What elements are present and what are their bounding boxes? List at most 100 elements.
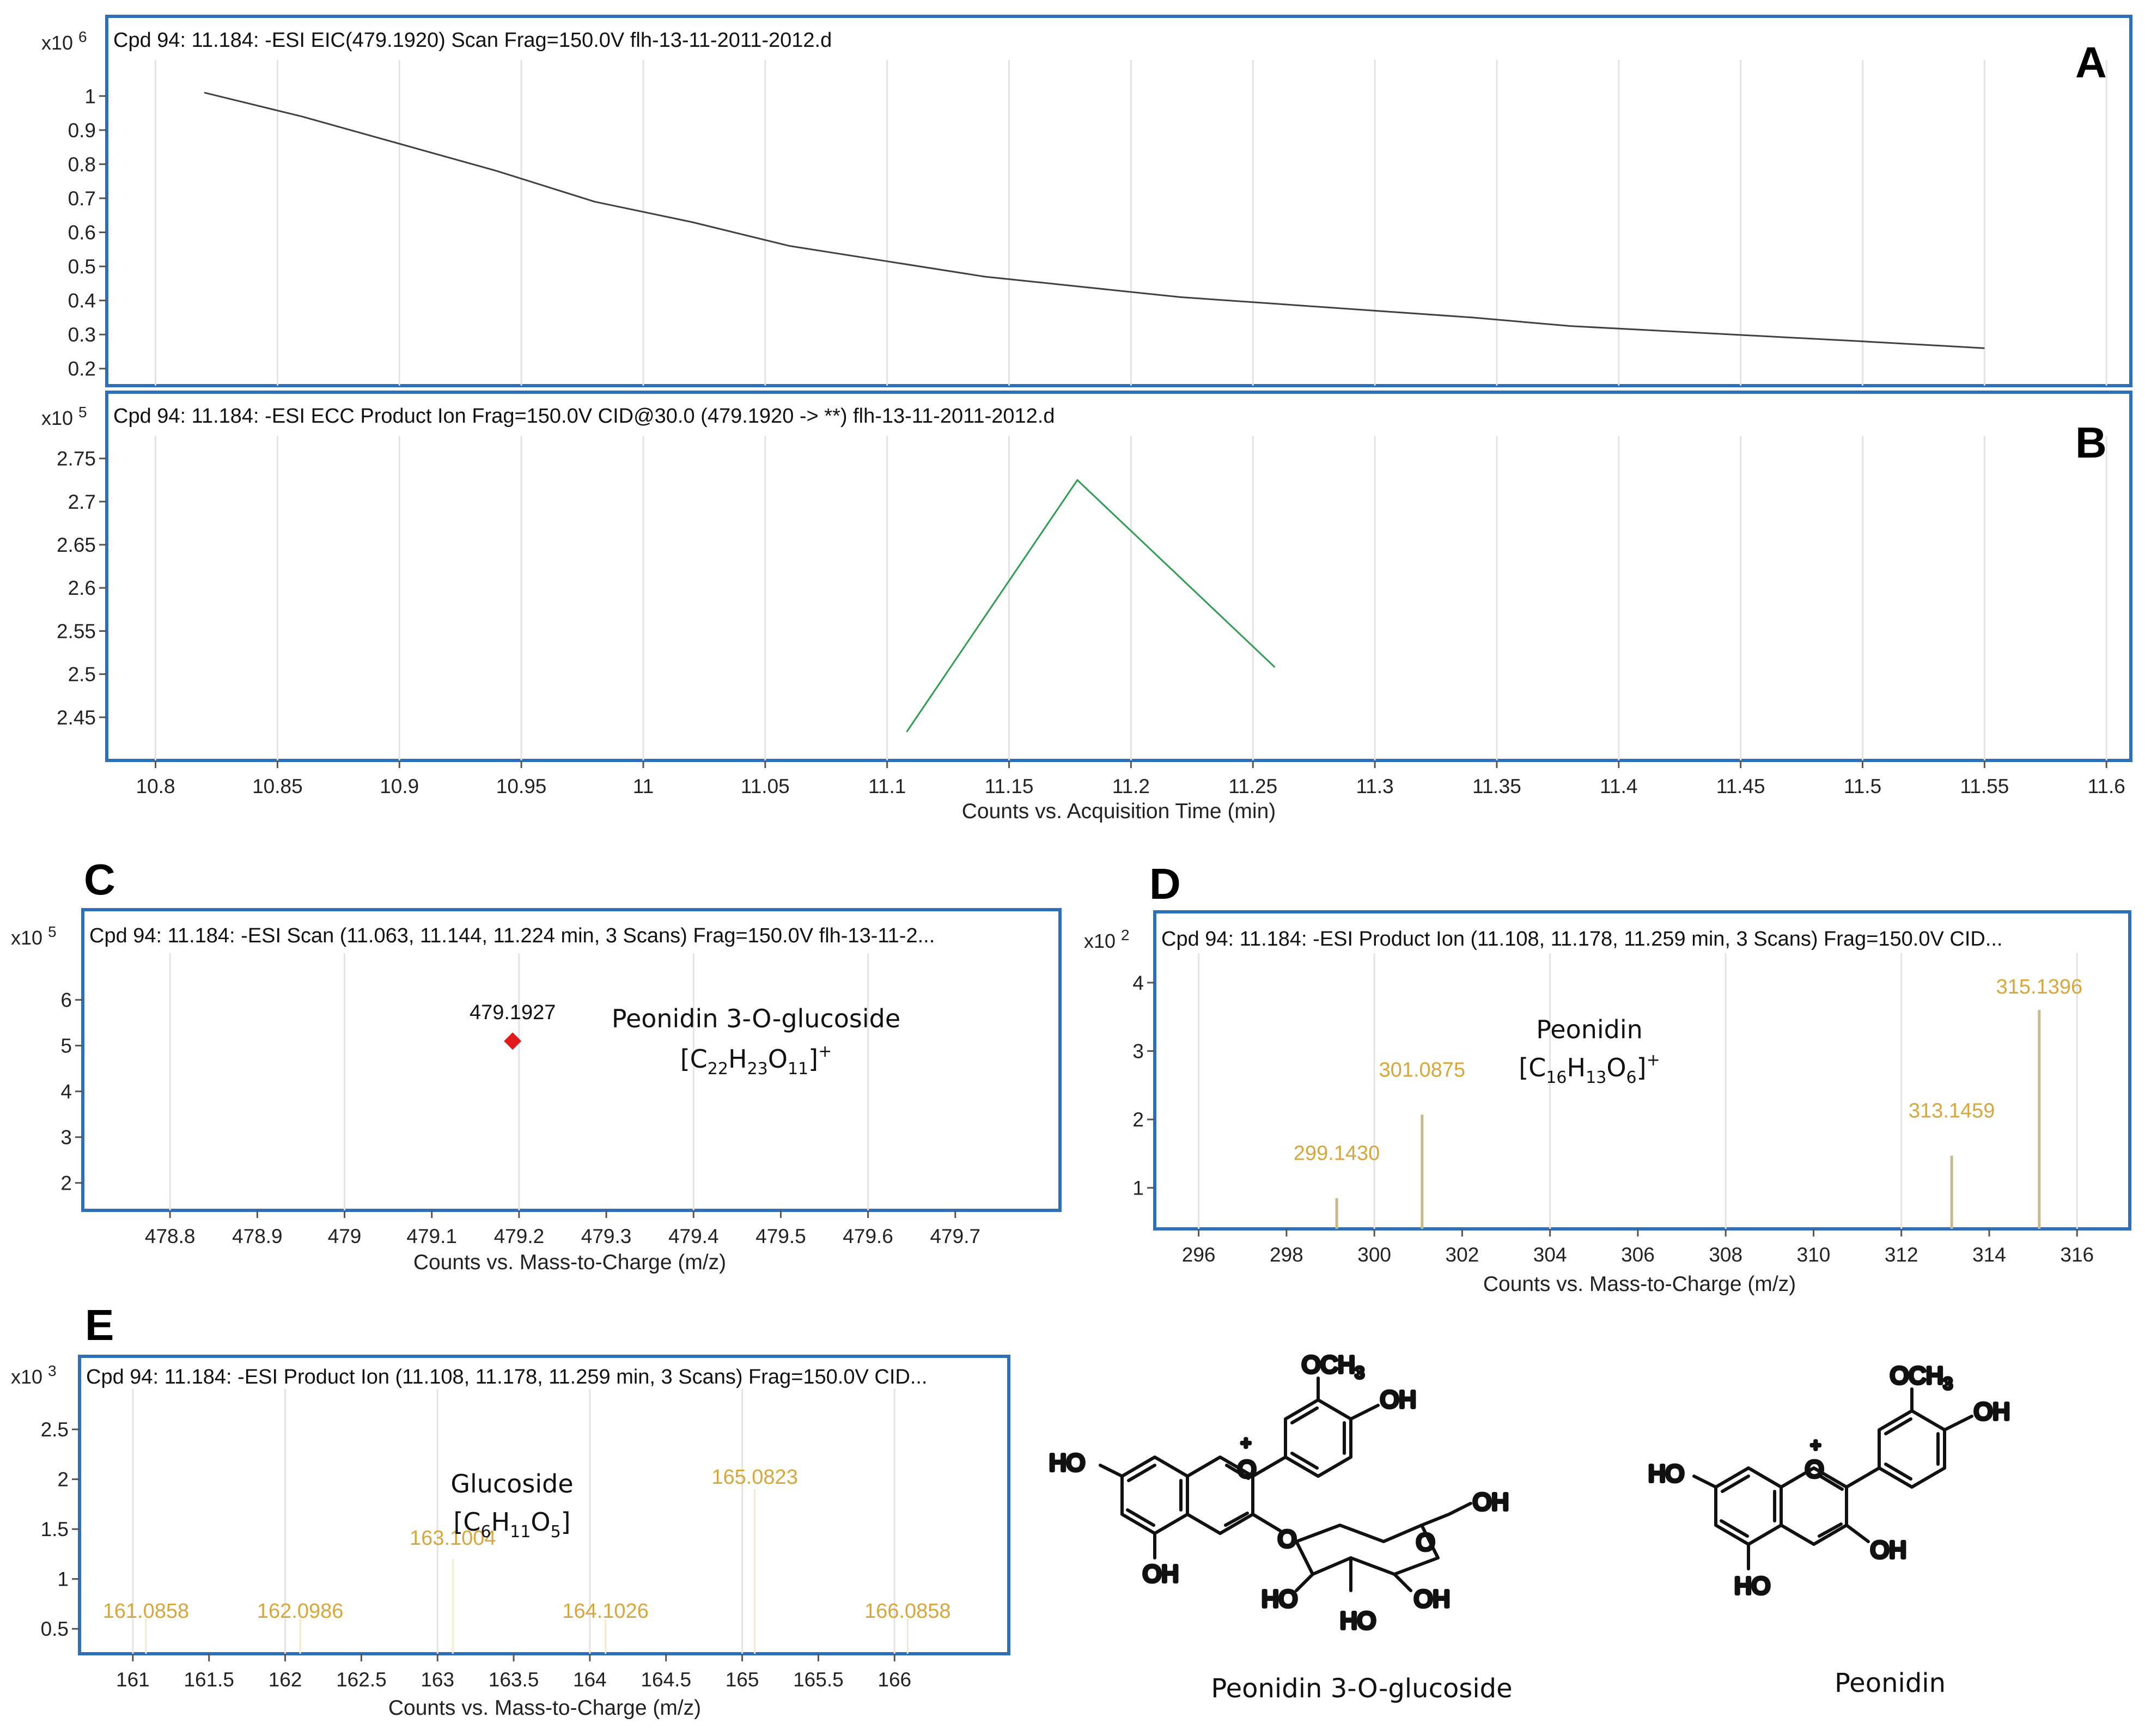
glucoside-structure-name: Peonidin 3-O-glucoside: [1211, 1673, 1512, 1704]
peonidin-o-plus: O: [1805, 1456, 1824, 1483]
panel-d-formula: [C16H13O6]+: [1519, 1051, 1660, 1087]
panel-d-y-tick-label: 1: [1132, 1177, 1144, 1199]
peonidin-ring-c-double-bonds: [1818, 1475, 1844, 1538]
panel-e-x-tick-label: 166: [877, 1668, 911, 1691]
panel-a-y-tick-label: 1: [84, 85, 96, 107]
panel-b-x-tick-label: 10.85: [252, 775, 303, 797]
panel-b-x-tick-label: 11.15: [985, 775, 1034, 797]
glucoside-sugar-bonds: [1295, 1502, 1472, 1592]
panel-b-x-tick-label: 11.55: [1960, 775, 2009, 797]
panel-b-frame: [105, 391, 2132, 762]
panel-b-x-tick-label: 11.6: [2088, 775, 2125, 797]
peonidin-oh-label: OH: [1974, 1398, 2010, 1425]
panel-d-x-tick-label: 308: [1709, 1244, 1742, 1266]
panel-c-letter: C: [84, 855, 115, 904]
panel-a-y-tick-label: 0.3: [68, 324, 96, 346]
glucoside-ring-a: [1120, 1455, 1189, 1535]
panel-e-x-tick-label: 165.5: [793, 1668, 844, 1691]
glucoside-glyco-o: O: [1278, 1526, 1296, 1552]
panel-c-y-tick-label: 4: [60, 1081, 72, 1103]
panel-e-peak-label: 163.1004: [410, 1527, 496, 1550]
panel-e-y-tick-label: 2.5: [41, 1418, 69, 1441]
panel-d-y-tick-label: 3: [1132, 1040, 1144, 1063]
panel-d-x-tick-label: 312: [1885, 1244, 1918, 1266]
peonidin-3-o-glucoside-structure: OCH3 OH HO O + OH O O OH HO HO OH Peonid…: [1047, 1350, 1513, 1704]
glucoside-oh-lower: OH: [1143, 1561, 1179, 1587]
panel-e-frame: [78, 1355, 1010, 1655]
panel-d-peak-label: 313.1459: [1909, 1100, 1995, 1123]
glucoside-plus-label: +: [1241, 1433, 1251, 1453]
panel-b-x-tick-label: 11: [633, 775, 654, 797]
peonidin-och3-label: OCH3: [1890, 1362, 1952, 1393]
glucoside-och3-label: OCH3: [1302, 1351, 1364, 1382]
panel-c-x-tick-label: 479.5: [755, 1225, 806, 1247]
panel-b-y-tick-label: 2.7: [68, 491, 96, 513]
panel-a-y-tick-label: 0.6: [68, 222, 96, 244]
panel-b-x-tick-label: 11.25: [1228, 775, 1277, 797]
panel-d-x-axis-title: Counts vs. Mass-to-Charge (m/z): [1483, 1272, 1796, 1296]
glucoside-ring-c-double-bonds: [1224, 1464, 1250, 1527]
panel-b-y-ticks: 2.45 2.5 2.55 2.6 2.65 2.7 2.75: [57, 448, 107, 729]
panel-b-x-tick-label: 11.45: [1716, 775, 1765, 797]
panel-b-x-tick-label: 10.8: [136, 775, 175, 797]
panel-e-y-tick-label: 2: [57, 1469, 69, 1491]
panel-c-scale-label: x10 5: [11, 923, 57, 949]
glucoside-sugar-ho-2: HO: [1340, 1607, 1376, 1634]
panel-d-y-ticks: 1 2 3 4: [1132, 972, 1155, 1199]
panel-b-x-tick-label: 11.5: [1844, 775, 1881, 797]
glucoside-oh-bond: [1349, 1404, 1380, 1421]
glucoside-sugar-ho-1: HO: [1262, 1586, 1297, 1612]
panel-b-gridlines: [155, 436, 2107, 760]
panel-b-series-line: [906, 478, 1276, 733]
panel-a-series: [204, 92, 1985, 349]
panel-b-x-tick-label: 10.9: [380, 775, 419, 797]
panel-c-x-tick-label: 479.3: [581, 1225, 632, 1247]
panel-a-y-tick-label: 0.8: [68, 153, 96, 175]
panel-c-point-label: 479.1927: [470, 1001, 556, 1024]
panel-d-x-tick-label: 300: [1357, 1244, 1391, 1266]
panel-c-x-tick-label: 479.4: [668, 1225, 719, 1247]
peonidin-a-ho-bond: [1692, 1475, 1717, 1489]
panel-d-title: Cpd 94: 11.184: -ESI Product Ion (11.108…: [1161, 928, 2003, 951]
glucoside-oh-label: OH: [1380, 1386, 1416, 1413]
glucoside-o-link: [1251, 1513, 1282, 1532]
peonidin-c-oh-bond: [1845, 1524, 1870, 1543]
panel-b-series: [906, 478, 1276, 733]
panel-b-letter: B: [2075, 418, 2107, 467]
panel-e-gridlines: [132, 1389, 895, 1654]
peonidin-ring-b-double-bonds: [1884, 1417, 1940, 1481]
panel-e-x-tick-label: 165: [726, 1668, 759, 1691]
panel-e-peak-label: 162.0986: [257, 1600, 344, 1623]
glucoside-ring-b-double-bonds: [1290, 1406, 1346, 1470]
panel-a-y-tick-label: 0.9: [68, 119, 96, 142]
panel-c-compound-name: Peonidin 3-O-glucoside: [612, 1004, 900, 1033]
panel-c-data-point: [504, 1032, 522, 1050]
glucoside-sugar-ring: [1295, 1524, 1440, 1576]
glucoside-a-ho-bond: [1099, 1464, 1124, 1478]
panel-d-compound-name: Peonidin: [1536, 1015, 1643, 1044]
panel-c-x-tick-label: 479.7: [930, 1225, 980, 1247]
panel-c-gridlines: [169, 953, 869, 1210]
panel-c-y-tick-label: 3: [60, 1126, 72, 1149]
panel-c-x-tick-label: 479.1: [406, 1225, 457, 1247]
peonidin-ho-label: HO: [1648, 1460, 1684, 1487]
panel-a-y-tick-label: 0.2: [68, 358, 96, 380]
peonidin-ring-a-double-bonds: [1720, 1475, 1776, 1538]
panel-e-x-ticks: 161 161.5 162 162.5 163 163.5 164 164.5 165 165.5…: [116, 1654, 911, 1691]
panel-b-x-tick-label: 11.05: [741, 775, 790, 797]
peonidin-oh-bond: [1943, 1415, 1973, 1432]
panel-a-letter: A: [2075, 38, 2107, 87]
peonidin-ring-b: [1845, 1409, 1946, 1489]
panel-b-title: Cpd 94: 11.184: -ESI ECC Product Ion Fra…: [113, 405, 1055, 428]
panel-e-peak-label: 161.0858: [103, 1600, 190, 1623]
panel-b-y-tick-label: 2.5: [68, 663, 96, 686]
panel-e-scale-label: x10 3: [11, 1362, 57, 1388]
panel-a-series-line: [204, 92, 1985, 349]
panel-b-x-tick-label: 11.3: [1356, 775, 1393, 797]
panel-b-y-tick-label: 2.65: [57, 534, 96, 556]
glucoside-ring-b: [1251, 1398, 1352, 1478]
panel-d-peak-label: 315.1396: [1996, 976, 2083, 998]
panel-d-x-ticks: 296 298 300 302 304 306 308 310 312 314 316: [1182, 1229, 2094, 1266]
peonidin-plus-label: +: [1811, 1435, 1821, 1455]
